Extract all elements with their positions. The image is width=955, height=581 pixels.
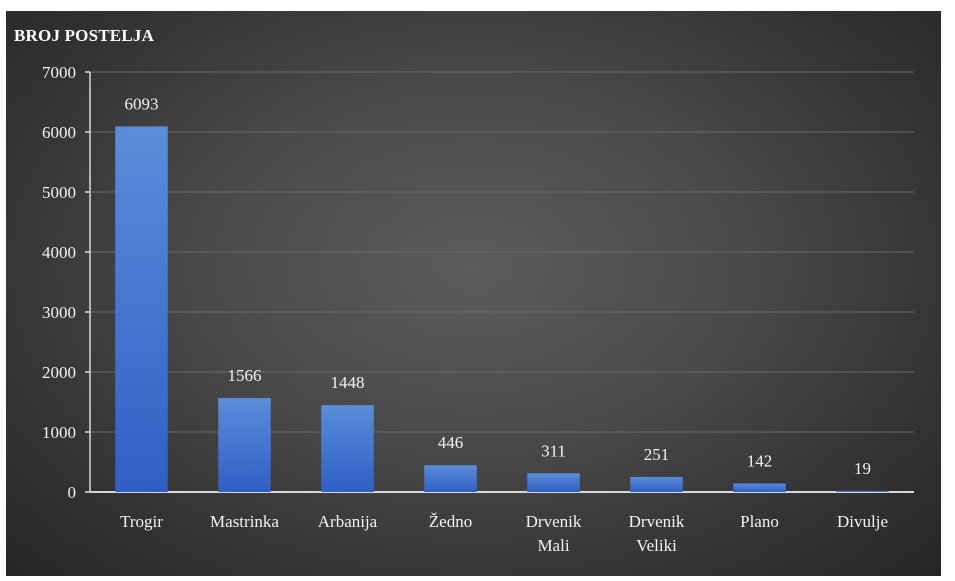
data-label: 251: [644, 445, 670, 464]
x-category-label: Žedno: [429, 512, 472, 531]
x-category-label: Veliki: [636, 536, 677, 555]
y-tick-label: 2000: [42, 363, 76, 382]
x-category-label: Mali: [537, 536, 569, 555]
y-tick-label: 6000: [42, 123, 76, 142]
x-category-label: Drvenik: [629, 512, 685, 531]
y-tick-label: 3000: [42, 303, 76, 322]
data-label: 1566: [228, 366, 262, 385]
chart-title: BROJ POSTELJA: [14, 26, 155, 45]
bar: [527, 473, 580, 492]
bars: [115, 126, 889, 493]
bar: [630, 476, 683, 492]
data-label: 446: [438, 433, 464, 452]
data-label: 311: [541, 441, 566, 460]
data-label: 142: [747, 451, 773, 470]
data-label: 6093: [125, 94, 159, 113]
y-tick-label: 0: [68, 483, 77, 502]
y-tick-label: 7000: [42, 63, 76, 82]
x-category-label: Mastrinka: [210, 512, 279, 531]
bar: [321, 405, 374, 492]
labels: 0 1000 2000 3000 4000 5000 6000 7000 6093 Trogir 1…: [42, 63, 888, 555]
data-label: 1448: [331, 373, 365, 392]
y-tick-label: 1000: [42, 423, 76, 442]
bar: [424, 465, 477, 492]
x-category-label: Plano: [740, 512, 779, 531]
axes: [85, 71, 914, 493]
chart-frame: BROJ POSTELJA 0 1000 2000 3000 4000 5000 6000 7…: [6, 11, 941, 576]
bar-chart: 0 1000 2000 3000 4000 5000 6000 7000 6093 Trogir 1…: [42, 63, 914, 555]
x-category-label: Arbanija: [318, 512, 378, 531]
data-label: 19: [854, 459, 871, 478]
x-category-label: Drvenik: [526, 512, 582, 531]
grid-lines: [90, 71, 914, 433]
y-tick-label: 4000: [42, 243, 76, 262]
bar: [218, 398, 271, 492]
x-category-label: Trogir: [120, 512, 163, 531]
bar: [115, 126, 168, 493]
bar: [836, 490, 889, 492]
x-category-label: Divulje: [837, 512, 888, 531]
bar: [733, 483, 786, 492]
y-tick-label: 5000: [42, 183, 76, 202]
